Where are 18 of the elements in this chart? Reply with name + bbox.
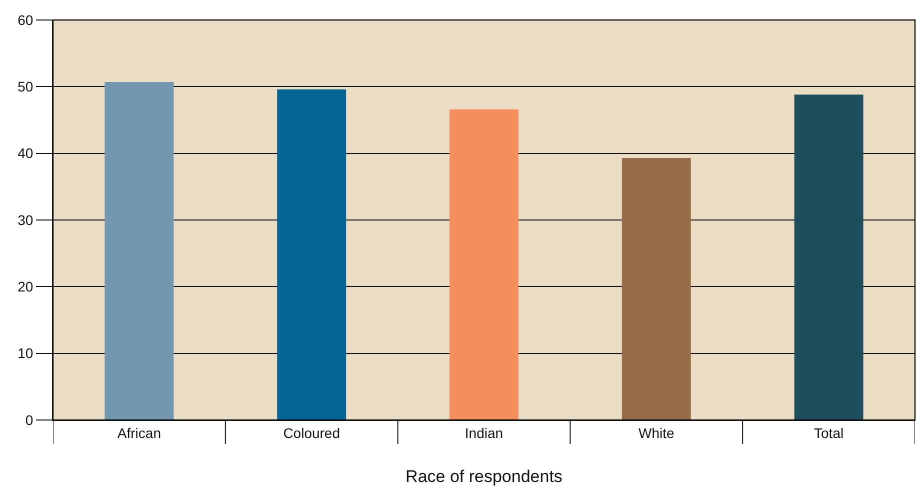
x-axis-title: Race of respondents	[406, 467, 562, 486]
x-tick-label: White	[638, 424, 674, 441]
x-tick-label: Indian	[464, 424, 504, 441]
y-tick-label: 50	[18, 78, 34, 95]
bar	[277, 89, 346, 420]
bar	[794, 94, 864, 420]
y-tick-label: 10	[18, 345, 34, 362]
y-tick-label: 30	[18, 212, 34, 228]
y-tick-label: 60	[18, 12, 34, 28]
x-tick-label: African	[117, 424, 161, 441]
x-tick-label: Coloured	[283, 424, 340, 441]
y-tick-label: 20	[18, 278, 34, 295]
y-tick-label: 40	[18, 145, 34, 162]
bar	[622, 158, 691, 420]
bar	[104, 82, 174, 420]
bar	[450, 109, 518, 420]
x-tick-label: Total	[814, 424, 844, 441]
y-tick-label: 0	[25, 412, 34, 428]
